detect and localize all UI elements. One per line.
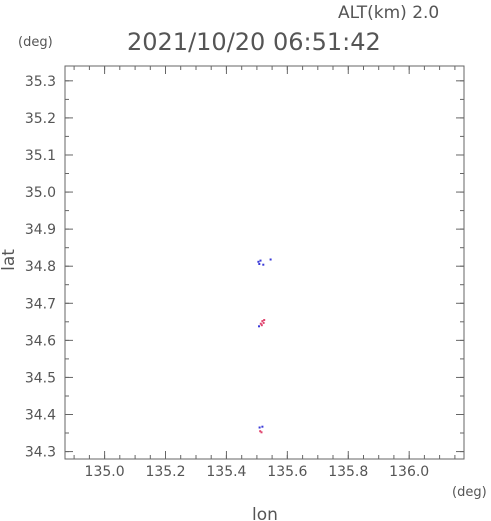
y-tick-label: 34.8 bbox=[25, 259, 56, 275]
y-axis-label: lat bbox=[0, 249, 19, 271]
x-tick-label: 135.0 bbox=[85, 464, 125, 480]
y-tick-label: 34.6 bbox=[25, 333, 56, 349]
data-point bbox=[259, 430, 262, 433]
y-tick-label: 34.3 bbox=[25, 445, 56, 461]
plot-frame bbox=[64, 65, 465, 460]
data-point bbox=[259, 259, 262, 262]
x-unit-label: (deg) bbox=[452, 485, 487, 500]
x-axis-label: lon bbox=[252, 505, 278, 521]
x-tick-label: 135.4 bbox=[206, 464, 246, 480]
data-point bbox=[262, 321, 265, 324]
axis-ticks: 135.0 135.2 135.4 135.6 135.8 136.0 34.3 34.4 34… bbox=[25, 66, 464, 480]
data-point bbox=[260, 324, 263, 327]
data-point bbox=[258, 325, 260, 328]
data-point bbox=[258, 426, 261, 429]
y-tick-label: 34.5 bbox=[25, 370, 56, 386]
data-point bbox=[269, 258, 272, 261]
data-point bbox=[260, 431, 263, 434]
data-point bbox=[257, 260, 260, 263]
y-tick-label: 35.2 bbox=[25, 111, 56, 127]
x-tick-label: 135.8 bbox=[328, 464, 368, 480]
x-tick-label: 136.0 bbox=[389, 464, 429, 480]
data-point bbox=[258, 263, 261, 265]
data-point bbox=[263, 319, 266, 321]
y-tick-label: 34.9 bbox=[25, 222, 56, 238]
data-point bbox=[261, 320, 264, 323]
chart-title-timestamp: 2021/10/20 06:51:42 bbox=[127, 28, 381, 56]
data-point bbox=[262, 263, 265, 266]
y-tick-label: 35.0 bbox=[25, 185, 56, 201]
x-tick-label: 135.6 bbox=[267, 464, 307, 480]
y-unit-label: (deg) bbox=[18, 35, 53, 50]
x-tick-label: 135.2 bbox=[145, 464, 185, 480]
data-points bbox=[257, 258, 272, 434]
y-tick-label: 35.3 bbox=[25, 74, 56, 90]
altitude-label: ALT(km) 2.0 bbox=[338, 3, 439, 23]
y-tick-label: 35.1 bbox=[25, 148, 56, 164]
y-tick-label: 34.4 bbox=[25, 408, 56, 424]
y-tick-label: 34.7 bbox=[25, 296, 56, 312]
data-point bbox=[259, 322, 262, 325]
data-point bbox=[261, 425, 264, 428]
